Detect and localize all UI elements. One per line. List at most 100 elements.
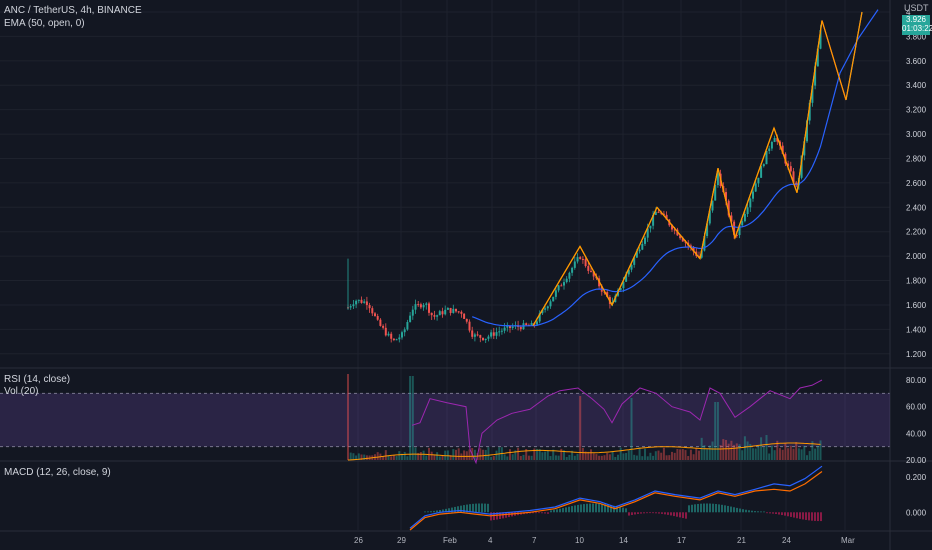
- price-tick-label: 3.800: [906, 32, 927, 41]
- volume-bar: [392, 455, 395, 460]
- macd-hist-bar: [478, 503, 480, 513]
- volume-bar: [419, 451, 422, 460]
- candle-body: [492, 332, 495, 336]
- candle-body: [428, 303, 430, 313]
- candle-body: [349, 306, 352, 308]
- volume-bar: [735, 443, 738, 460]
- macd-hist-bar: [811, 512, 813, 521]
- volume-bar: [619, 447, 622, 460]
- volume-bar: [622, 453, 625, 460]
- volume-bar: [627, 450, 630, 460]
- candle-body: [708, 210, 711, 224]
- candle-body: [789, 166, 792, 172]
- volume-bar: [390, 456, 393, 460]
- candle-body: [546, 306, 549, 309]
- volume-bar: [727, 443, 730, 460]
- macd-hist-bar: [577, 504, 579, 513]
- candle-body: [752, 191, 754, 199]
- macd-hist-bar: [778, 512, 780, 515]
- candle-body: [495, 332, 498, 336]
- macd-hist-bar: [610, 505, 612, 513]
- macd-hist-bar: [655, 512, 657, 514]
- rsi-tick-label: 60.00: [906, 403, 927, 412]
- macd-hist-bar: [763, 511, 765, 513]
- candle-body: [460, 311, 463, 314]
- candle-body: [519, 326, 522, 330]
- macd-hist-bar: [802, 512, 804, 520]
- price-tick-label: 1.600: [906, 301, 927, 310]
- volume-bar: [382, 455, 385, 460]
- macd-legend[interactable]: MACD (12, 26, close, 9): [4, 467, 111, 478]
- macd-hist-bar: [772, 512, 774, 514]
- candle-body: [479, 335, 482, 338]
- macd-hist-bar: [535, 512, 537, 514]
- candle-body: [665, 214, 668, 220]
- macd-hist-bar: [745, 509, 747, 513]
- candle-body: [482, 337, 484, 341]
- volume-bar: [546, 450, 549, 460]
- candle-body: [500, 330, 503, 332]
- candle-body: [673, 229, 676, 231]
- candle-body: [538, 313, 541, 322]
- volume-bar: [468, 449, 471, 460]
- macd-hist-bar: [637, 512, 639, 514]
- macd-hist-bar: [652, 512, 654, 514]
- macd-hist-bar: [670, 512, 672, 516]
- candle-body: [425, 303, 428, 305]
- macd-hist-bar: [559, 508, 561, 513]
- volume-bar: [433, 454, 436, 460]
- candle-body: [563, 282, 565, 286]
- price-tick-label: 3.600: [906, 57, 927, 66]
- price-tick-label: 1.400: [906, 325, 927, 334]
- volume-bar: [633, 454, 636, 460]
- volume-bar: [654, 451, 657, 460]
- candle-body: [441, 311, 444, 315]
- volume-bar: [719, 445, 722, 460]
- volume-bar: [725, 439, 727, 460]
- candle-body: [560, 285, 563, 287]
- price-tick-label: 3.400: [906, 81, 927, 90]
- candle-body: [487, 336, 490, 339]
- volume-bar: [671, 451, 673, 460]
- candle-body: [438, 311, 441, 316]
- macd-hist-bar: [733, 507, 735, 513]
- volume-legend[interactable]: Vol (20): [4, 386, 39, 397]
- ema-legend[interactable]: EMA (50, open, 0): [4, 18, 85, 29]
- candle-body: [568, 272, 571, 279]
- volume-bar: [687, 456, 690, 460]
- macd-hist-bar: [571, 506, 573, 513]
- volume-bar: [349, 452, 352, 460]
- price-tick-label: 1.800: [906, 277, 927, 286]
- volume-bar: [522, 454, 525, 460]
- currency-label: USDT: [904, 3, 929, 13]
- macd-hist-bar: [721, 504, 723, 513]
- macd-hist-bar: [724, 505, 726, 513]
- rsi-legend[interactable]: RSI (14, close): [4, 374, 71, 385]
- volume-bar: [797, 448, 800, 460]
- volume-bar: [652, 455, 655, 460]
- volume-bar: [714, 402, 717, 460]
- price-candles: [347, 11, 863, 343]
- candle-body: [630, 264, 633, 270]
- symbol-legend[interactable]: ANC / TetherUS, 4h, BINANCE: [4, 5, 142, 16]
- price-tick-label: 1.200: [906, 350, 927, 359]
- macd-hist-bar: [430, 511, 432, 513]
- candle-body: [800, 155, 803, 178]
- volume-bar: [563, 450, 565, 460]
- rsi-tick-label: 80.00: [906, 376, 927, 385]
- price-tick-label: 2.600: [906, 179, 927, 188]
- volume-bar: [598, 455, 601, 460]
- volume-bar: [765, 435, 768, 460]
- bar-countdown: 01:03:22: [902, 24, 932, 33]
- volume-bar: [544, 451, 547, 460]
- rsi-tick-label: 20.00: [906, 456, 927, 465]
- volume-bar: [592, 453, 595, 460]
- candle-body: [444, 309, 447, 315]
- candle-body: [762, 164, 765, 167]
- volume-bar: [509, 449, 511, 460]
- candle-body: [738, 225, 741, 236]
- candle-body: [455, 308, 457, 312]
- volume-ma-line: [347, 442, 821, 461]
- volume-bar: [749, 444, 752, 460]
